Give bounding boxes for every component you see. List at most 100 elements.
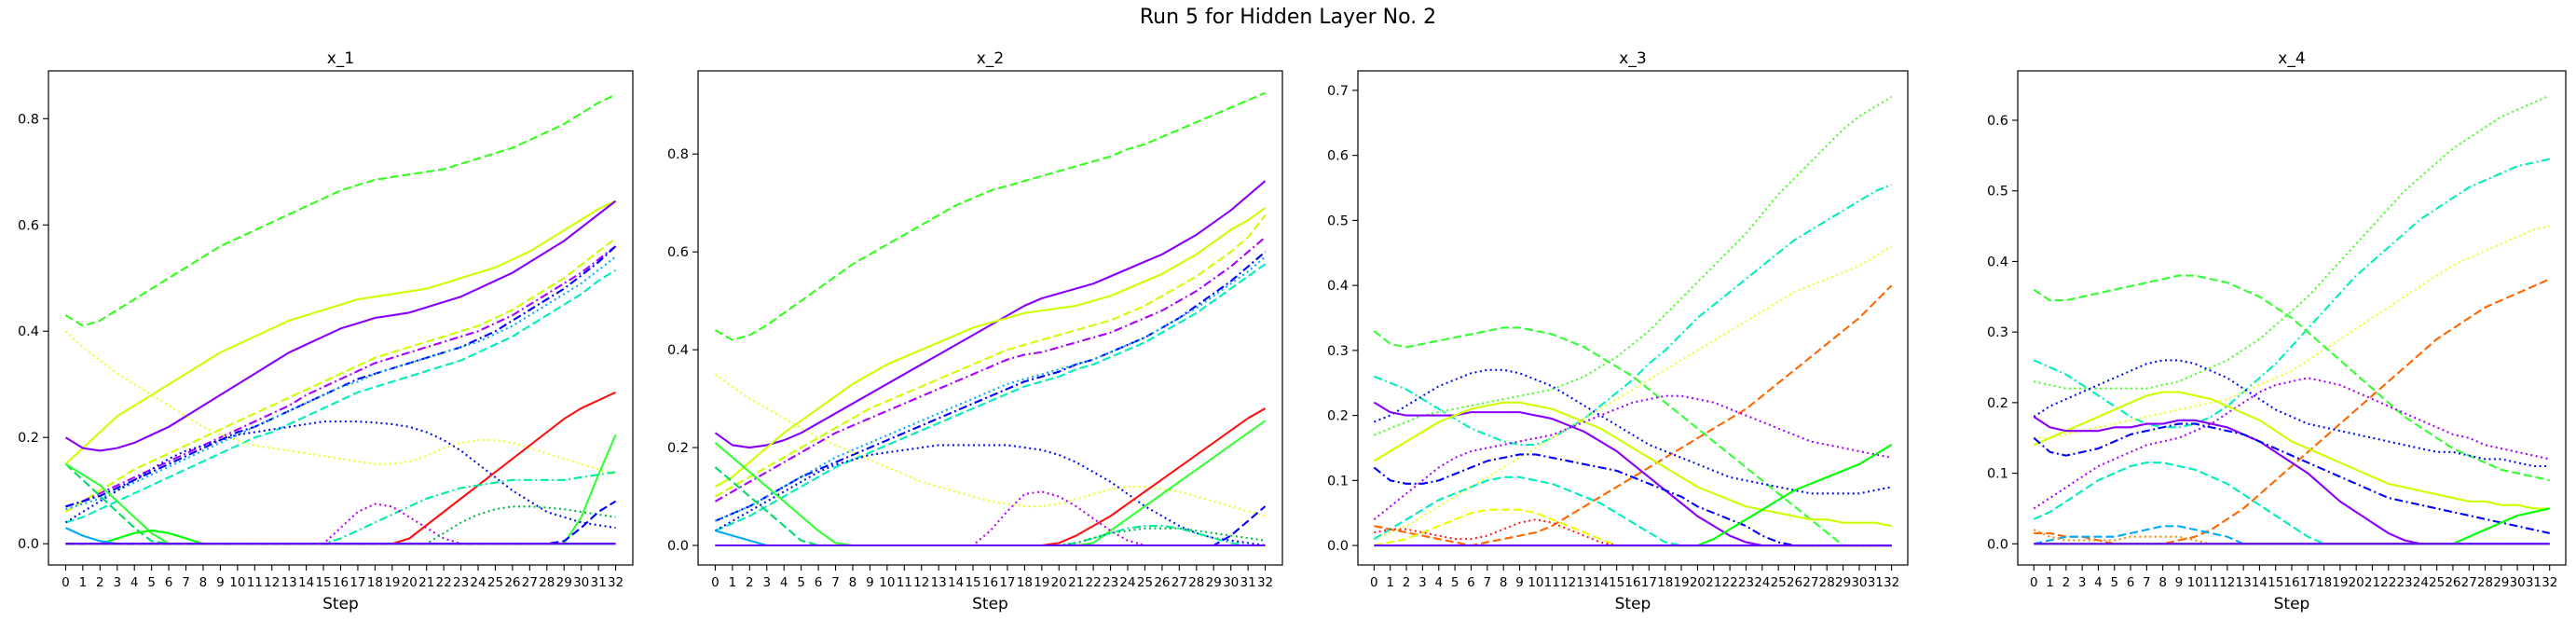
xtick-label: 17 <box>2300 575 2316 590</box>
xtick-label: 20 <box>1690 575 1706 590</box>
series-line-8 <box>1373 401 1892 528</box>
xtick-label: 4 <box>2094 575 2103 590</box>
x-axis-label: Step <box>2274 595 2310 613</box>
xtick-label: 14 <box>2252 575 2268 590</box>
xtick-label: 7 <box>1484 575 1492 590</box>
series-line-4 <box>1374 284 1893 547</box>
subplot-x-3: 0.00.10.20.30.40.50.60.70 1 2 3 4 5 6 7 8 9 10 11 12… <box>1327 49 1909 613</box>
xtick-label: 26 <box>504 575 520 590</box>
figure-title: Run 5 for Hidden Layer No. 2 <box>1139 6 1437 29</box>
xtick-label: 11 <box>2203 575 2219 590</box>
series-line-9 <box>714 373 1266 517</box>
xtick-label: 5 <box>797 575 805 590</box>
xtick-label: 5 <box>147 575 156 590</box>
series-line-9 <box>1373 394 1892 520</box>
xtick-label: 8 <box>199 575 208 590</box>
xtick-label: 0 <box>62 575 70 590</box>
series-line-3 <box>64 200 617 452</box>
series-line-2 <box>2033 158 2550 429</box>
xtick-label: 9 <box>216 575 225 590</box>
x-axis-label: Step <box>322 595 359 613</box>
xtick-label: 1 <box>1386 575 1394 590</box>
xtick-label: 12 <box>913 575 929 590</box>
subplot-title: x_3 <box>1619 49 1646 68</box>
xtick-label: 2 <box>2062 575 2071 590</box>
ytick-label: 0.4 <box>1987 255 2008 269</box>
xtick-label: 1 <box>79 575 88 590</box>
axes-frame <box>1357 70 1909 566</box>
series-line-16 <box>715 527 1266 547</box>
series-line-16 <box>65 505 616 545</box>
xtick-label: 32 <box>1257 575 1273 590</box>
series-line-5 <box>714 236 1267 503</box>
series-line-8 <box>65 255 617 511</box>
xtick-label: 27 <box>1802 575 1818 590</box>
series-line-2 <box>1373 184 1893 447</box>
xtick-label: 31 <box>591 575 607 590</box>
series-line-10 <box>714 444 1266 547</box>
series-line-10 <box>2033 422 2550 534</box>
series-line-5 <box>2033 274 2550 482</box>
xtick-label: 30 <box>1223 575 1239 590</box>
xtick-label: 17 <box>1641 575 1657 590</box>
ytick-label: 0.8 <box>18 112 39 127</box>
series-line-13 <box>715 407 1267 547</box>
ytick-label: 0.0 <box>1327 539 1349 554</box>
xtick-label: 29 <box>556 575 572 590</box>
xtick-label: 25 <box>1137 575 1153 590</box>
ytick-label: 0.2 <box>1327 409 1349 424</box>
xtick-label: 5 <box>1451 575 1459 590</box>
series-line-13 <box>1374 508 1892 547</box>
xtick-label: 24 <box>1119 575 1135 590</box>
xtick-label: 23 <box>1738 575 1754 590</box>
xtick-label: 22 <box>1722 575 1738 590</box>
xtick-label: 2 <box>746 575 754 590</box>
xtick-label: 32 <box>608 575 623 590</box>
ytick-label: 0.5 <box>1327 214 1349 228</box>
xtick-label: 30 <box>573 575 589 590</box>
series-line-17 <box>65 529 616 545</box>
series-group <box>64 93 617 545</box>
xtick-label: 16 <box>982 575 998 590</box>
series-line-4 <box>714 214 1267 498</box>
xtick-label: 9 <box>866 575 874 590</box>
ytick-label: 0.6 <box>18 218 39 233</box>
xtick-label: 4 <box>130 575 139 590</box>
ytick-label: 0.4 <box>18 324 39 339</box>
series-line-7 <box>715 263 1267 532</box>
series-line-10 <box>1373 453 1892 547</box>
ytick-label: 0.2 <box>1987 396 2008 411</box>
xtick-label: 6 <box>815 575 823 590</box>
xtick-label: 14 <box>948 575 964 590</box>
ytick-label: 0.0 <box>1987 537 2008 552</box>
ytick-label: 0.2 <box>667 441 689 456</box>
xtick-label: 0 <box>711 575 719 590</box>
subplot-x-4: 0.00.10.20.30.40.50.60 1 2 3 4 5 6 7 8 9 10 11 12 13 1… <box>1987 49 2567 613</box>
xtick-label: 3 <box>2078 575 2087 590</box>
ytick-label: 0.1 <box>1987 467 2008 482</box>
xtick-label: 31 <box>1240 575 1256 590</box>
ytick-label: 0.0 <box>667 539 689 554</box>
xtick-label: 21 <box>2364 575 2380 590</box>
series-line-1 <box>2034 94 2551 390</box>
xtick-label: 21 <box>1706 575 1721 590</box>
series-line-3 <box>714 207 1267 488</box>
series-line-3 <box>2034 225 2550 439</box>
xtick-label: 28 <box>2477 575 2493 590</box>
xtick-label: 27 <box>522 575 538 590</box>
series-line-6 <box>715 251 1267 522</box>
axes-frame <box>697 70 1283 566</box>
series-line-7 <box>65 269 617 524</box>
xtick-label: 2 <box>96 575 104 590</box>
xtick-label: 29 <box>1206 575 1222 590</box>
ytick-label: 0.1 <box>1327 474 1349 489</box>
xtick-label: 1 <box>729 575 737 590</box>
series-line-14 <box>65 471 616 545</box>
xtick-label: 15 <box>1609 575 1624 590</box>
xtick-label: 19 <box>384 575 400 590</box>
series-line-2 <box>714 180 1267 449</box>
xtick-label: 24 <box>470 575 486 590</box>
xtick-label: 2 <box>1403 575 1411 590</box>
x-axis-label: Step <box>1615 595 1651 613</box>
